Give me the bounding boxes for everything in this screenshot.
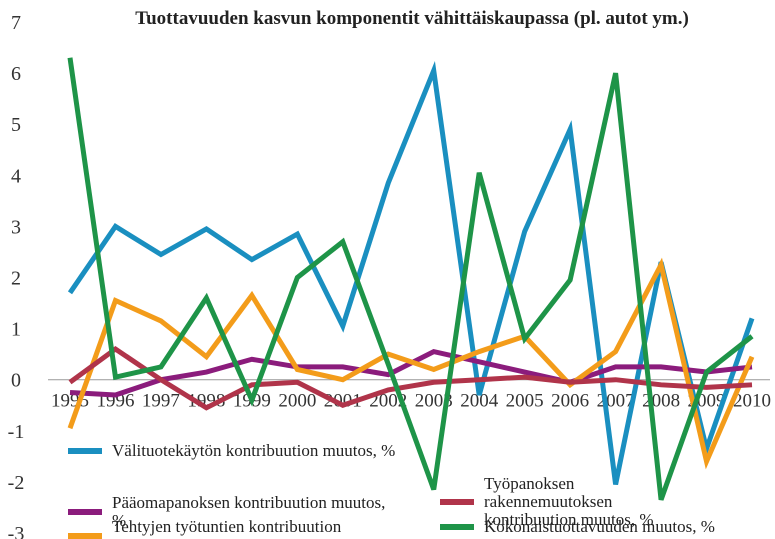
x-tick-label: 2005 <box>506 391 544 412</box>
y-tick-label: 3 <box>11 216 21 238</box>
legend-label: Kokonaistuottavuuden muutos, % <box>484 517 715 536</box>
legend-item: Työpanoksen rakennemuutoksen kontribuuti… <box>440 475 690 529</box>
y-tick-label: -3 <box>8 523 25 539</box>
legend-swatch <box>68 509 102 515</box>
x-tick-label: 2000 <box>278 391 316 412</box>
y-tick-label: 7 <box>11 12 21 34</box>
legend-item: Kokonaistuottavuuden muutos, % <box>440 518 740 536</box>
series-line <box>67 60 755 485</box>
legend-label: Välituotekäytön kontribuution muutos, % <box>112 441 396 460</box>
series-line <box>67 57 754 501</box>
y-tick-label: -2 <box>8 472 25 494</box>
y-tick-label: 2 <box>11 268 21 290</box>
legend-item: Pääomapanoksen kontribuution muutos, % <box>68 494 398 530</box>
series-line <box>68 345 753 411</box>
y-tick-label: 1 <box>11 319 21 341</box>
chart-title: Tuottavuuden kasvun komponentit vähittäi… <box>135 8 689 29</box>
legend-swatch <box>68 533 102 539</box>
y-tick-label: 0 <box>11 370 21 392</box>
legend-item: Välituotekäytön kontribuution muutos, % <box>68 442 398 460</box>
x-tick-label: 2006 <box>551 391 589 412</box>
x-tick-label: 1997 <box>142 391 180 412</box>
legend-swatch <box>440 499 474 505</box>
legend-swatch <box>68 448 102 454</box>
legend-swatch <box>440 524 474 530</box>
y-tick-label: 4 <box>11 165 21 187</box>
y-tick-label: 6 <box>11 63 21 85</box>
legend-item: Tehtyjen työtuntien kontribuution muutos… <box>68 518 398 539</box>
x-tick-label: 1998 <box>187 391 225 412</box>
x-tick-label: 2004 <box>460 391 499 412</box>
y-tick-label: -1 <box>8 421 25 443</box>
x-tick-label: 2010 <box>733 391 771 412</box>
x-tick-label: 2001 <box>324 391 362 412</box>
legend-label: Työpanoksen rakennemuutoksen kontribuuti… <box>484 474 654 529</box>
legend-label: Tehtyjen työtuntien kontribuution muutos… <box>112 517 342 539</box>
legend-label: Pääomapanoksen kontribuution muutos, % <box>112 493 386 530</box>
y-tick-label: 5 <box>11 114 21 136</box>
